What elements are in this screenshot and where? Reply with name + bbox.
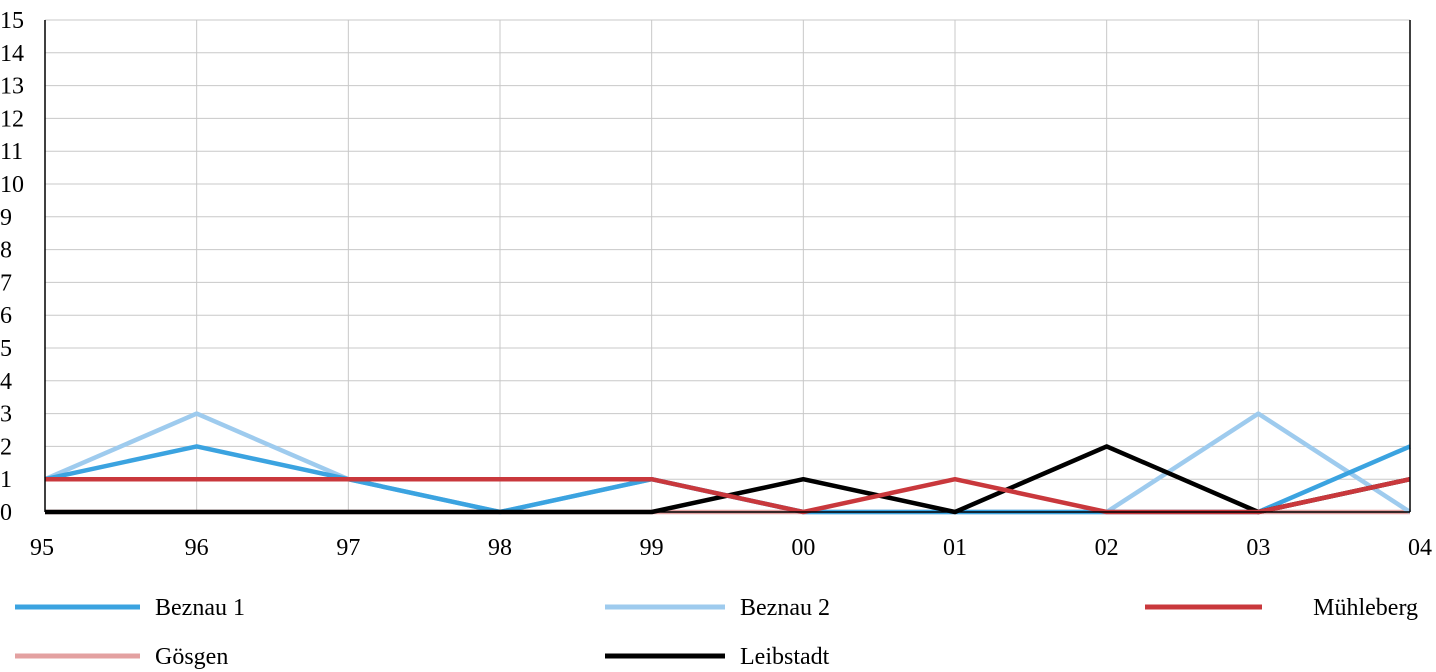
x-tick-label: 99 (640, 535, 664, 561)
y-tick-label: 8 (0, 238, 12, 264)
x-tick-label: 02 (1095, 535, 1119, 561)
x-tick-label: 00 (791, 535, 815, 561)
x-tick-label: 04 (1408, 535, 1432, 561)
x-tick-label: 03 (1246, 535, 1270, 561)
y-tick-label: 6 (0, 303, 12, 329)
y-tick-label: 14 (0, 41, 24, 67)
legend-label: Gösgen (155, 644, 228, 670)
x-tick-label: 95 (30, 535, 54, 561)
y-tick-label: 11 (0, 139, 23, 165)
axes (44, 20, 1411, 513)
y-tick-label: 7 (0, 270, 12, 296)
x-tick-labels: 95 96 97 98 99 00 01 02 03 04 (30, 535, 1432, 561)
legend-label: Beznau 1 (155, 595, 245, 621)
legend-item: Beznau 1 (15, 595, 245, 621)
grid-layer (44, 19, 1411, 513)
y-tick-label: 3 (0, 402, 12, 428)
y-tick-label: 10 (0, 172, 24, 198)
series-lines (44, 411, 1412, 515)
y-tick-label: 1 (0, 467, 12, 493)
x-tick-label: 97 (336, 535, 360, 561)
y-tick-label: 9 (0, 205, 12, 231)
y-tick-label: 13 (0, 74, 24, 100)
series-line-mühleberg (45, 476, 1411, 515)
x-tick-label: 98 (488, 535, 512, 561)
x-tick-label: 01 (943, 535, 967, 561)
legend-item: Mühleberg (1145, 595, 1418, 621)
legend-item: Leibstadt (605, 644, 830, 670)
y-tick-label: 12 (0, 106, 24, 132)
legend-item: Beznau 2 (605, 595, 830, 621)
legend-label: Leibstadt (740, 644, 830, 670)
y-tick-label: 4 (0, 369, 12, 395)
y-tick-label: 0 (0, 500, 12, 526)
y-tick-label: 5 (0, 336, 12, 362)
legend-label: Mühleberg (1313, 595, 1418, 621)
y-tick-label: 15 (0, 8, 24, 34)
legend-item: Gösgen (15, 644, 228, 670)
x-tick-label: 96 (185, 535, 209, 561)
legend-label: Beznau 2 (740, 595, 830, 621)
legend: Beznau 1 Beznau 2 Mühleberg Gösgen Leibstadt (15, 595, 1418, 670)
y-tick-label: 2 (0, 434, 12, 460)
